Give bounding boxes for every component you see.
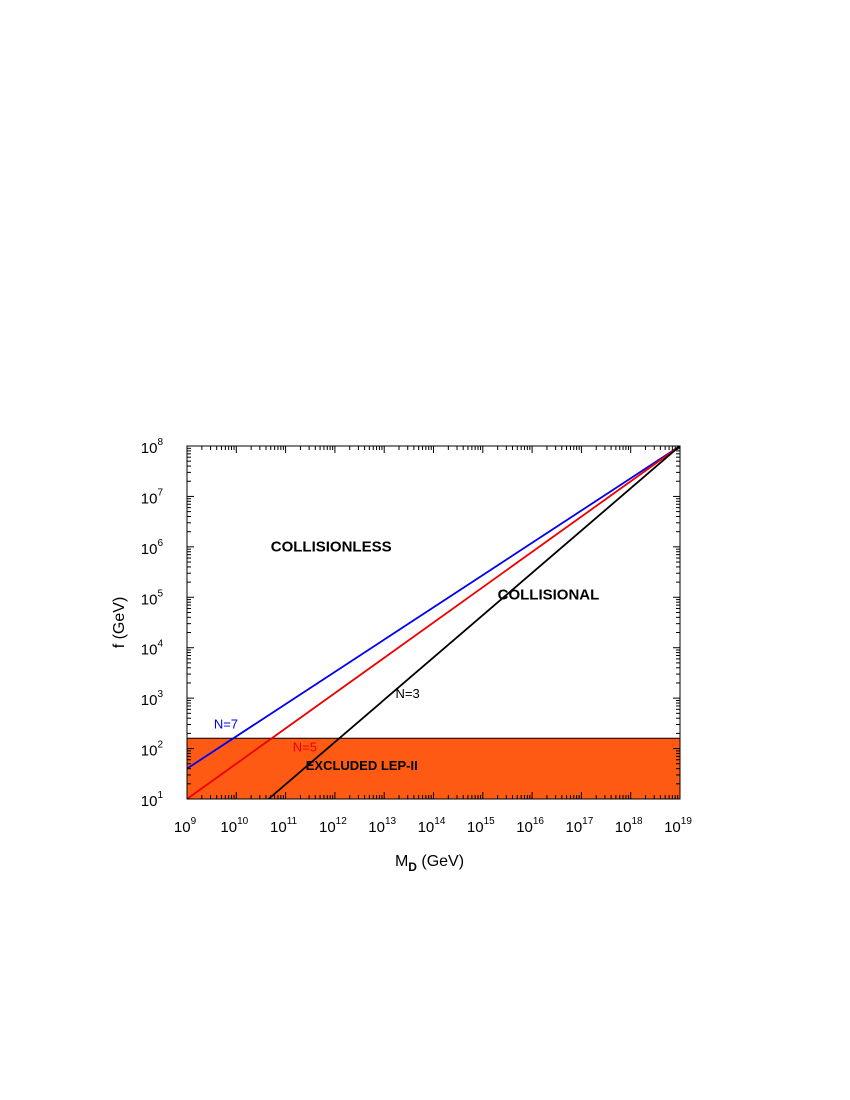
x-tick-label-exp: 14	[434, 816, 446, 827]
y-tick-label: 108	[141, 437, 164, 457]
x-tick-label-exp: 18	[631, 816, 643, 827]
y-tick-label-base: 10	[141, 490, 158, 507]
x-tick-label-exp: 17	[582, 816, 594, 827]
collisionless-label: COLLISIONLESS	[271, 539, 392, 556]
y-tick-label-base: 10	[141, 591, 158, 608]
x-axis-title-unit: (GeV)	[417, 853, 464, 870]
y-tick-label: 101	[141, 790, 164, 810]
y-tick-label: 106	[141, 538, 164, 558]
x-tick-label: 1016	[516, 816, 544, 836]
y-tick-label-base: 10	[141, 541, 158, 558]
x-tick-label-base: 10	[615, 819, 632, 836]
x-tick-label-exp: 16	[533, 816, 545, 827]
x-tick-label-base: 10	[368, 819, 385, 836]
y-tick-label: 102	[141, 740, 164, 760]
x-tick-label-base: 10	[565, 819, 582, 836]
y-tick-label: 107	[141, 487, 164, 507]
x-tick-label-base: 10	[174, 819, 191, 836]
series-line-n5	[187, 446, 680, 799]
y-tick-label: 103	[141, 689, 164, 709]
y-tick-label-exp: 6	[157, 538, 163, 549]
x-tick-label-base: 10	[220, 819, 237, 836]
y-tick-label-exp: 2	[157, 740, 163, 751]
x-tick-label: 1019	[664, 816, 692, 836]
y-tick-label-exp: 3	[157, 689, 163, 700]
x-tick-label-exp: 9	[191, 816, 197, 827]
y-tick-label-exp: 5	[157, 588, 163, 599]
x-tick-label: 1013	[368, 816, 396, 836]
y-tick-label-exp: 8	[157, 437, 163, 448]
y-tick-label-base: 10	[141, 692, 158, 709]
x-tick-label-exp: 10	[237, 816, 249, 827]
collisional-label: COLLISIONAL	[498, 587, 600, 604]
y-tick-label-base: 10	[141, 743, 158, 760]
x-tick-label: 1012	[319, 816, 347, 836]
x-tick-label: 1010	[220, 816, 248, 836]
y-tick-label-base: 10	[141, 793, 158, 810]
ticks-group	[186, 445, 681, 800]
x-axis-title-main: M	[395, 853, 408, 870]
y-tick-label-exp: 1	[157, 790, 163, 801]
x-tick-label-exp: 13	[385, 816, 397, 827]
excluded-region-label: EXCLUDED LEP-II	[306, 758, 418, 773]
series-label-n7: N=7	[214, 717, 238, 732]
x-tick-label-base: 10	[664, 819, 681, 836]
x-tick-label-base: 10	[467, 819, 484, 836]
y-tick-label-exp: 4	[157, 639, 163, 650]
y-tick-label-exp: 7	[157, 487, 163, 498]
x-tick-label-exp: 11	[287, 816, 298, 827]
x-tick-label-base: 10	[418, 819, 435, 836]
x-tick-label-exp: 15	[484, 816, 496, 827]
y-tick-label: 105	[141, 588, 164, 608]
x-tick-label: 1018	[615, 816, 643, 836]
x-tick-labels: 109 1010 1011 1012 1013 1014 1015 1016 1017 1018 1…	[174, 816, 692, 836]
y-tick-label: 104	[141, 639, 164, 659]
x-tick-label: 1011	[270, 816, 298, 836]
series-line-n3	[267, 446, 680, 799]
excluded-lep-region	[187, 738, 680, 799]
series-group	[187, 446, 680, 799]
x-tick-label: 109	[174, 816, 197, 836]
x-axis-title: MD (GeV)	[395, 853, 464, 874]
series-label-n5: N=5	[293, 739, 317, 754]
x-tick-label: 1015	[467, 816, 495, 836]
x-tick-label-base: 10	[319, 819, 336, 836]
x-tick-label: 1014	[418, 816, 446, 836]
y-axis-title: f (GeV)	[111, 597, 128, 649]
x-tick-label-exp: 12	[336, 816, 348, 827]
x-tick-label: 1017	[565, 816, 593, 836]
x-axis-title-sub: D	[408, 860, 417, 874]
x-tick-label-base: 10	[516, 819, 533, 836]
x-tick-label-base: 10	[270, 819, 287, 836]
series-line-n7	[187, 446, 680, 770]
x-tick-label-exp: 19	[681, 816, 693, 827]
y-tick-label-base: 10	[141, 642, 158, 659]
series-label-n3: N=3	[396, 686, 420, 701]
y-tick-label-base: 10	[141, 440, 158, 457]
